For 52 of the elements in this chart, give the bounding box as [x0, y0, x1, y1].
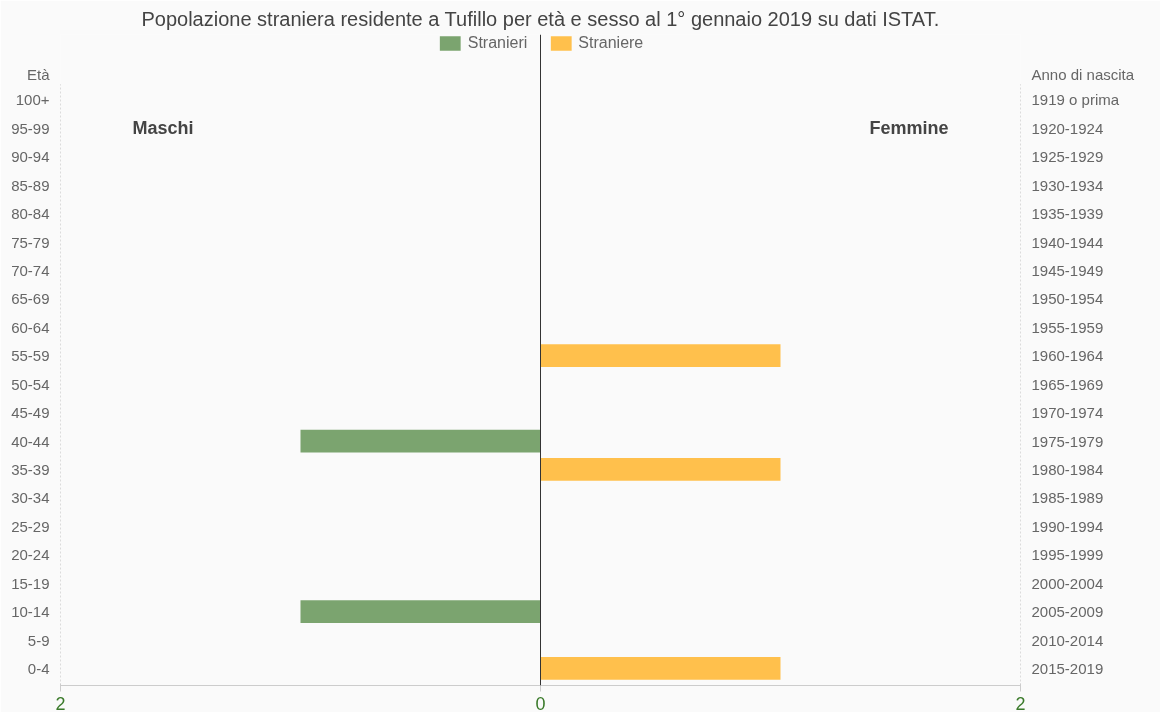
- y2-tick-label: 1919 o prima: [1031, 91, 1120, 109]
- y2-tick-label: 2010-2014: [1031, 631, 1104, 649]
- y-tick-label: 20-24: [11, 546, 50, 564]
- y2-tick-label: 2000-2004: [1031, 574, 1104, 592]
- y-tick-label: 85-89: [11, 176, 50, 194]
- y2-tick-label: 1940-1944: [1031, 233, 1104, 251]
- legend-label: Stranieri: [467, 34, 528, 52]
- y-tick-label: 55-59: [11, 347, 50, 365]
- y2-tick-label: 1995-1999: [1031, 546, 1104, 564]
- y-tick-label: 95-99: [11, 119, 50, 137]
- y-tick-label: 10-14: [11, 603, 50, 621]
- y-tick-label: 45-49: [11, 404, 50, 422]
- x-tick-label: 2: [1015, 693, 1026, 714]
- y2-tick-label: 1980-1984: [1031, 460, 1104, 478]
- y-tick-label: 25-29: [11, 517, 50, 535]
- annotation: Maschi: [132, 118, 194, 139]
- y-tick-label: 5-9: [27, 631, 50, 649]
- y-tick-label: 50-54: [11, 375, 50, 393]
- y2-tick-label: 1925-1929: [1031, 148, 1104, 166]
- y-axis-title: Età: [26, 65, 51, 83]
- y-tick-label: 60-64: [11, 318, 50, 336]
- y2-tick-label: 1950-1954: [1031, 290, 1104, 308]
- y-tick-label: 90-94: [11, 148, 50, 166]
- y-tick-label: 30-34: [11, 489, 50, 507]
- y2-tick-label: 1990-1994: [1031, 517, 1104, 535]
- y2-tick-label: 1975-1979: [1031, 432, 1104, 450]
- x-tick-label: 2: [55, 693, 66, 714]
- y2-tick-label: 1985-1989: [1031, 489, 1104, 507]
- annotation: Femmine: [869, 118, 949, 139]
- y2-tick-label: 1970-1974: [1031, 404, 1104, 422]
- y2-tick-label: 1960-1964: [1031, 347, 1104, 365]
- y-tick-label: 80-84: [11, 205, 50, 223]
- y2-tick-label: 2005-2009: [1031, 603, 1104, 621]
- y2-tick-label: 1920-1924: [1031, 119, 1104, 137]
- x-tick-label: 0: [535, 693, 546, 714]
- y2-tick-label: 1955-1959: [1031, 318, 1104, 336]
- y-tick-label: 0-4: [27, 659, 50, 677]
- chart-title: Popolazione straniera residente a Tufillo per età e sesso al 1° gennaio 2019 su dati ISTAT.: [141, 7, 940, 30]
- legend-label: Straniere: [578, 34, 644, 52]
- y2-tick-label: 2015-2019: [1031, 659, 1104, 677]
- y2-tick-label: 1930-1934: [1031, 176, 1104, 194]
- y2-tick-label: 1945-1949: [1031, 261, 1104, 279]
- y-tick-label: 40-44: [11, 432, 50, 450]
- y-tick-label: 75-79: [11, 233, 50, 251]
- y2-tick-label: 1965-1969: [1031, 375, 1104, 393]
- y2-axis-title: Anno di nascita: [1031, 65, 1135, 83]
- y2-tick-label: 1935-1939: [1031, 205, 1104, 223]
- y-tick-label: 35-39: [11, 460, 50, 478]
- y-tick-label: 70-74: [11, 261, 50, 279]
- y-tick-label: 100+: [15, 91, 50, 109]
- y-tick-label: 15-19: [11, 574, 50, 592]
- y-tick-label: 65-69: [11, 290, 50, 308]
